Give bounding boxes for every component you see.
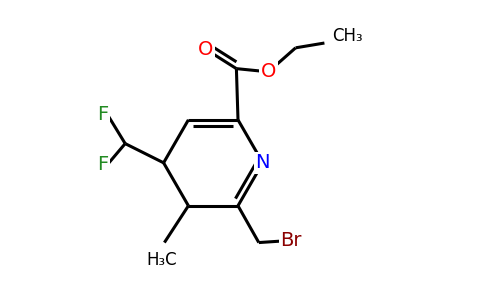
Text: N: N	[256, 153, 270, 172]
Text: O: O	[261, 62, 276, 81]
Text: H₃C: H₃C	[146, 250, 177, 268]
Text: F: F	[97, 105, 108, 124]
Text: Br: Br	[280, 232, 302, 250]
Text: O: O	[198, 40, 213, 59]
Text: F: F	[97, 155, 108, 174]
Text: CH₃: CH₃	[333, 27, 363, 45]
